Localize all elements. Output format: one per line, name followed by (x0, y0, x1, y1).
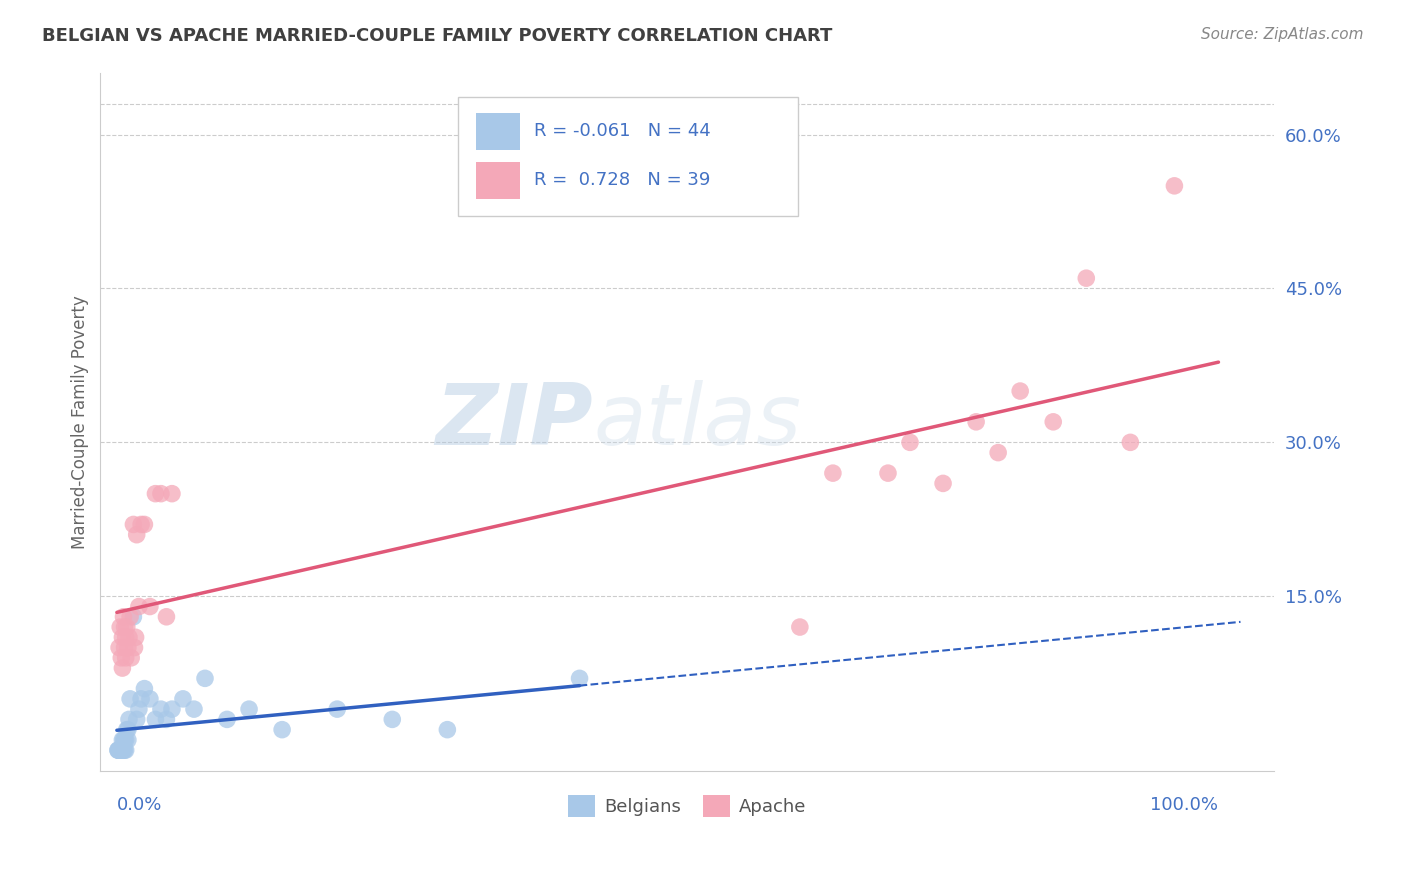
Point (114, 732, 136, 747)
Point (1042, 415, 1064, 429)
Point (134, 681, 156, 696)
Point (821, 466, 844, 480)
Point (115, 723, 138, 737)
Point (111, 743, 134, 757)
Point (877, 466, 900, 480)
Text: atlas: atlas (593, 380, 801, 463)
Text: 100.0%: 100.0% (1150, 797, 1219, 814)
Point (129, 517, 152, 532)
Point (134, 517, 156, 532)
Point (1076, 271, 1098, 285)
Point (145, 486, 167, 500)
Point (114, 743, 136, 757)
Point (114, 743, 136, 757)
Point (124, 640, 146, 655)
Point (381, 712, 404, 726)
Point (160, 702, 183, 716)
Point (238, 702, 260, 716)
Point (108, 743, 131, 757)
Point (128, 599, 150, 614)
Text: Source: ZipAtlas.com: Source: ZipAtlas.com (1201, 27, 1364, 42)
Point (120, 691, 142, 706)
Point (194, 671, 217, 685)
Point (117, 732, 139, 747)
Point (107, 743, 129, 757)
Point (326, 702, 349, 716)
Point (139, 599, 162, 614)
Point (145, 712, 167, 726)
Point (129, 691, 152, 706)
Point (118, 712, 141, 726)
Point (965, 415, 987, 429)
Point (111, 630, 134, 644)
Point (112, 609, 135, 624)
Point (932, 476, 955, 491)
Point (1010, 384, 1032, 398)
Point (112, 743, 135, 757)
Point (117, 723, 139, 737)
Legend: Belgians, Apache: Belgians, Apache (561, 788, 813, 824)
Point (568, 671, 591, 685)
Text: R =  0.728   N = 39: R = 0.728 N = 39 (534, 170, 711, 189)
Text: ZIP: ZIP (436, 380, 593, 463)
Point (108, 743, 131, 757)
Point (1119, 435, 1142, 450)
Point (111, 732, 134, 747)
Point (160, 486, 183, 500)
Point (120, 609, 142, 624)
Point (271, 723, 294, 737)
Point (139, 691, 162, 706)
Text: 0.0%: 0.0% (117, 797, 162, 814)
Point (110, 743, 132, 757)
Point (128, 702, 150, 716)
Point (436, 723, 458, 737)
Point (1163, 178, 1185, 193)
Point (122, 609, 145, 624)
Point (108, 640, 131, 655)
Y-axis label: Married-Couple Family Poverty: Married-Couple Family Poverty (72, 295, 89, 549)
Point (108, 620, 131, 634)
Point (120, 650, 142, 665)
Point (789, 620, 811, 634)
Point (108, 743, 131, 757)
Point (110, 743, 132, 757)
FancyBboxPatch shape (475, 113, 520, 150)
Point (183, 702, 205, 716)
Point (114, 640, 136, 655)
Point (124, 630, 146, 644)
Point (172, 691, 194, 706)
Text: BELGIAN VS APACHE MARRIED-COUPLE FAMILY POVERTY CORRELATION CHART: BELGIAN VS APACHE MARRIED-COUPLE FAMILY … (42, 27, 832, 45)
Point (108, 743, 131, 757)
Point (108, 743, 131, 757)
Point (112, 732, 135, 747)
Point (149, 486, 172, 500)
Point (898, 435, 921, 450)
Text: R = -0.061   N = 44: R = -0.061 N = 44 (534, 122, 711, 140)
Point (111, 743, 134, 757)
Point (149, 702, 172, 716)
FancyBboxPatch shape (475, 162, 520, 199)
Point (155, 712, 177, 726)
Point (111, 661, 134, 675)
Point (114, 650, 136, 665)
Point (115, 620, 138, 634)
Point (215, 712, 238, 726)
Point (118, 630, 141, 644)
Point (114, 732, 136, 747)
Point (107, 743, 129, 757)
Point (114, 620, 136, 634)
Point (125, 527, 148, 541)
Point (987, 445, 1010, 459)
Point (155, 609, 177, 624)
Point (114, 630, 136, 644)
Point (110, 650, 132, 665)
Point (122, 517, 145, 532)
FancyBboxPatch shape (458, 97, 799, 216)
Point (117, 640, 139, 655)
Point (125, 712, 148, 726)
Point (108, 743, 131, 757)
